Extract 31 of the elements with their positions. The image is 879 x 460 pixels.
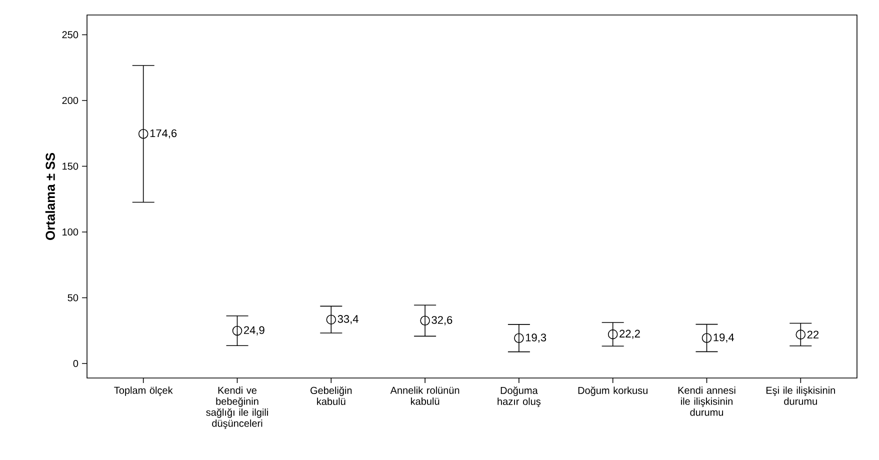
x-tick-label: Eşi ile ilişkisinin durumu	[766, 386, 835, 405]
point	[138, 128, 148, 139]
x-tick-label: Gebeliğin kabulü	[310, 386, 352, 405]
data-label: 22	[807, 330, 819, 338]
data-label: 22,2	[620, 330, 640, 339]
x-tick-label: Doğum korkusu	[578, 386, 648, 396]
y-tick-label: 0	[73, 360, 78, 368]
y-tick-label: 150	[62, 162, 78, 170]
y-tick-label: 250	[62, 31, 78, 38]
point	[702, 333, 712, 343]
y-tick-label: 50	[68, 294, 78, 302]
y-tick-label: 200	[62, 96, 78, 104]
data-label: 19,4	[714, 333, 734, 343]
point	[232, 326, 242, 336]
point	[796, 330, 806, 340]
point	[326, 314, 336, 324]
data-label: 33,4	[338, 315, 358, 324]
data-label: 174,6	[150, 129, 177, 138]
x-tick-label: Kendi annesi ile ilişkisinin durumu	[678, 386, 736, 416]
point	[514, 333, 524, 344]
x-tick-label: Kendi ve bebeğinin sağlığı ile ilgili düşünceleri	[206, 386, 268, 429]
point	[608, 329, 618, 340]
x-tick-label: Doğuma hazır oluş	[498, 386, 541, 408]
point	[420, 316, 430, 326]
y-axis-title: Ortalama ± SS	[45, 152, 55, 240]
y-tick-label: 100	[62, 228, 78, 236]
data-label: 32,6	[432, 316, 452, 326]
data-label: 24,9	[244, 326, 264, 336]
data-label: 19,3	[526, 334, 546, 343]
x-tick-label: Toplam ölçek	[114, 386, 173, 396]
x-tick-label: Annelik rolünün kabulü	[390, 386, 460, 405]
